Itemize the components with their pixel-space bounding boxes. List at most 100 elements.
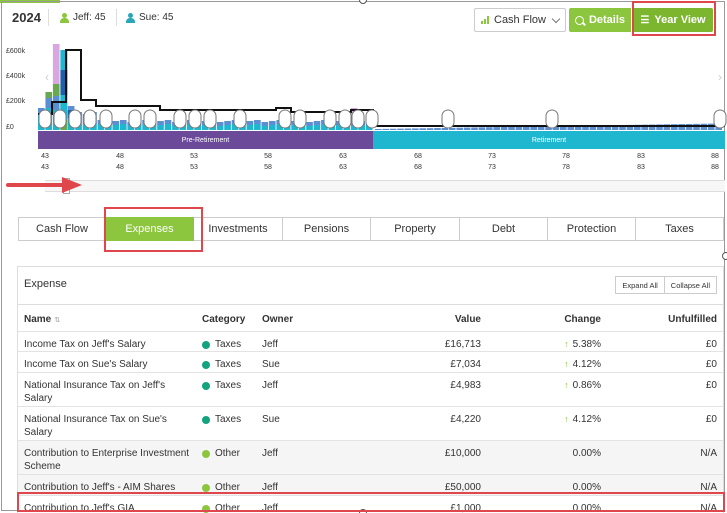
table-row[interactable]: Contribution to Enterprise Investment Sc… (18, 440, 723, 474)
chart-bar-segment (375, 129, 382, 130)
chart-bar-segment (60, 70, 68, 95)
resize-handle-right[interactable] (722, 252, 727, 260)
year-view-button[interactable]: ☰ Year View (633, 8, 713, 32)
column-header-owner[interactable]: Owner (262, 314, 294, 325)
header-bar: 2024 Jeff: 45 Sue: 45 Cash Flow Details … (0, 4, 727, 32)
expense-panel: Expense Expand All Collapse All Name ⇅ Ca… (17, 266, 724, 513)
year-view-label: Year View (654, 14, 706, 26)
chart-bar-segment (52, 84, 60, 96)
arrow-up-icon: ↑ (564, 414, 569, 424)
chart-bar-segment (478, 127, 486, 130)
chart-bar-segment (291, 125, 298, 130)
tab-property[interactable]: Property (371, 217, 460, 241)
event-marker[interactable] (173, 109, 187, 129)
row-name: National Insurance Tax on Jeff's Salary (24, 380, 166, 404)
chart-prev-arrow[interactable]: ‹ (45, 70, 49, 84)
chart-bar-segment (246, 121, 254, 125)
chart-bar-segment (530, 126, 537, 130)
column-header-change[interactable]: Change (564, 314, 601, 325)
chart-bar-segment (611, 125, 619, 130)
event-marker[interactable] (99, 109, 113, 129)
event-marker[interactable] (203, 109, 217, 129)
row-name: Income Tax on Jeff's Salary (24, 339, 146, 350)
event-marker[interactable] (545, 109, 559, 129)
event-marker[interactable] (278, 109, 292, 129)
row-name: Contribution to Enterprise Investment Sc… (24, 448, 190, 472)
column-header-value[interactable]: Value (454, 314, 481, 325)
chart-bar-segment (216, 126, 224, 130)
top-accent-bar (0, 0, 60, 3)
event-marker[interactable] (441, 109, 455, 129)
divider (48, 9, 49, 26)
category-dot-icon (202, 504, 210, 513)
age-tick-label: 53 (190, 164, 198, 171)
tab-protection[interactable]: Protection (548, 217, 636, 241)
event-marker[interactable] (53, 109, 67, 129)
row-category-label: Taxes (215, 339, 242, 350)
age-tick-label: 83 (637, 164, 645, 171)
chart-bar-segment (268, 125, 276, 130)
tab-investments[interactable]: Investments (194, 217, 283, 241)
tab-debt[interactable]: Debt (460, 217, 548, 241)
table-row[interactable]: Contribution to Jeff's GIA Other Jeff £1,00… (18, 495, 723, 513)
event-marker[interactable] (338, 109, 352, 129)
phase-pre-retirement: Pre-Retirement (38, 131, 373, 149)
chart-bar-segment (254, 120, 261, 124)
chart-next-arrow[interactable]: › (718, 70, 722, 84)
column-header-name[interactable]: Name ⇅ (24, 313, 194, 327)
person-jeff: Jeff: 45 (60, 12, 106, 23)
panel-title: Expense (24, 278, 67, 290)
event-marker[interactable] (188, 109, 202, 129)
chart-bar-segment (456, 127, 463, 130)
event-marker[interactable] (713, 109, 727, 129)
timeline-scrollbar[interactable] (45, 180, 725, 192)
table-row[interactable]: National Insurance Tax on Jeff's Salary T… (18, 372, 723, 406)
details-button[interactable]: Details (569, 8, 631, 32)
tab-taxes[interactable]: Taxes (636, 217, 724, 241)
chart-bar-segment (449, 127, 456, 130)
column-header-category[interactable]: Category (202, 314, 246, 325)
chart-bar-segment (261, 126, 269, 130)
view-select-dropdown[interactable]: Cash Flow (474, 8, 566, 32)
row-change: ↑ 0.86% (564, 379, 601, 392)
tab-expenses[interactable]: Expenses (106, 217, 194, 241)
row-category-label: Other (215, 503, 241, 513)
table-row[interactable]: Income Tax on Jeff's Salary Taxes Jeff £16,… (18, 331, 723, 351)
table-row[interactable]: Income Tax on Sue's Salary Taxes Sue £7,034… (18, 351, 723, 372)
tab-pensions[interactable]: Pensions (283, 217, 371, 241)
row-change-label: 4.12% (572, 359, 601, 370)
y-tick-label: £0 (6, 124, 14, 131)
event-marker[interactable] (128, 109, 142, 129)
event-marker[interactable] (293, 109, 307, 129)
age-tick-label: 63 (339, 164, 347, 171)
event-marker[interactable] (323, 109, 337, 129)
event-marker[interactable] (233, 109, 247, 129)
event-marker[interactable] (68, 109, 82, 129)
event-marker[interactable] (365, 109, 379, 129)
chart-bar-segment (663, 124, 671, 130)
tab-cash-flow[interactable]: Cash Flow (18, 217, 106, 241)
chart-bar-segment (194, 126, 202, 130)
person-jeff-label: Jeff: 45 (73, 12, 106, 23)
event-marker[interactable] (143, 109, 157, 129)
chart-bar-segment (552, 126, 560, 130)
category-dot-icon (202, 483, 210, 492)
expand-all-button[interactable]: Expand All (615, 276, 665, 294)
collapse-all-button[interactable]: Collapse All (664, 276, 717, 294)
age-axis-jeff: 43 48 53 58 63 68 73 78 83 88 (0, 153, 727, 163)
event-marker[interactable] (38, 109, 52, 129)
event-marker[interactable] (351, 109, 365, 129)
chart-bar-segment (254, 124, 261, 130)
chart-bar-segment (216, 122, 224, 126)
chart-bar-segment (224, 121, 231, 125)
table-row[interactable]: Contribution to Jeff's - AIM Shares Other… (18, 474, 723, 495)
row-name: Contribution to Jeff's - AIM Shares (24, 482, 176, 493)
table-row[interactable]: National Insurance Tax on Sue's Salary Ta… (18, 406, 723, 440)
row-owner: Jeff (262, 482, 278, 493)
chart-bar-segment (336, 125, 343, 130)
event-marker[interactable] (83, 109, 97, 129)
chevron-down-icon (551, 14, 561, 23)
row-name: Contribution to Jeff's GIA (24, 503, 135, 513)
column-header-unfulfilled[interactable]: Unfulfilled (668, 314, 717, 325)
chart-bar-segment (582, 125, 589, 130)
